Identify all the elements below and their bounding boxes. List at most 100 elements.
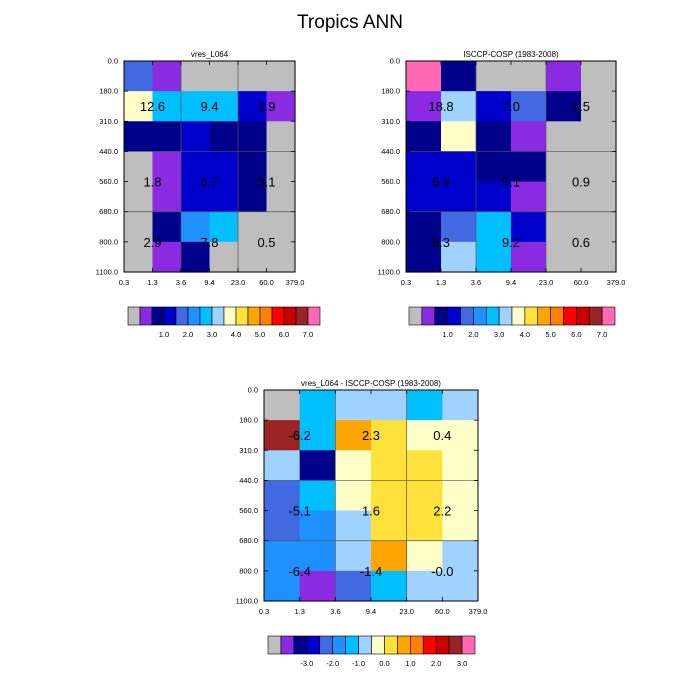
heatmap-cell — [264, 390, 301, 421]
heatmap-cell — [238, 91, 268, 122]
legend-swatch — [537, 306, 551, 326]
heatmap-cell — [371, 510, 408, 542]
legend-swatch — [473, 306, 487, 326]
data-label: -6.2 — [288, 428, 310, 443]
y-tick-label: 1100.0 — [236, 597, 258, 606]
heatmap-cell — [266, 241, 296, 273]
heatmap-cell — [238, 241, 268, 273]
heatmap-cell — [406, 61, 442, 92]
heatmap-cell — [181, 151, 211, 183]
legend-swatch — [371, 635, 385, 655]
heatmap-cell — [238, 61, 268, 92]
heatmap-cell — [476, 211, 512, 243]
heatmap-cell — [152, 151, 182, 183]
legend-swatch — [498, 306, 513, 326]
legend-swatch — [211, 306, 225, 326]
heatmap-cell — [371, 390, 408, 421]
y-tick-label: 0.0 — [108, 57, 118, 66]
data-label: 0.9 — [572, 175, 590, 190]
heatmap-cell — [441, 241, 477, 273]
heatmap-cell — [476, 91, 512, 122]
data-label: -0.0 — [431, 564, 453, 579]
heatmap-cell — [406, 420, 443, 451]
x-tick-label: 9.4 — [204, 278, 214, 287]
heatmap-cell — [442, 420, 479, 451]
data-label: 18.8 — [428, 99, 453, 114]
heatmap-cell — [371, 450, 408, 482]
heatmap-cell — [124, 241, 154, 273]
legend-label: -1.0 — [352, 659, 365, 668]
data-label: 2.3 — [362, 428, 380, 443]
x-tick-label: 379.0 — [469, 607, 488, 616]
heatmap-cell — [371, 420, 408, 451]
x-tick-label: 3.6 — [176, 278, 186, 287]
heatmap-cell — [266, 211, 296, 243]
legend-label: 2.0 — [431, 659, 441, 668]
heatmap-cell — [442, 480, 479, 512]
heatmap-cell — [124, 91, 154, 122]
heatmap-cell — [299, 480, 336, 512]
legend-swatch — [434, 306, 448, 326]
heatmap-cell — [511, 151, 547, 183]
heatmap-panel-2: ISCCP-COSP (1983-2008) 0.0 180.0 310.0 440.0… — [378, 50, 626, 339]
heatmap-cell — [209, 61, 239, 92]
heatmap-cell — [442, 570, 479, 602]
x-tick-label: 1.3 — [436, 278, 446, 287]
heatmap-cell — [181, 121, 211, 153]
legend-swatch — [563, 306, 577, 326]
panel-title: vres_L064 - ISCCP-COSP (1983-2008) — [301, 379, 441, 388]
heatmap-cell — [335, 450, 372, 482]
legend-swatch — [223, 306, 237, 326]
heatmap-cell — [406, 121, 442, 153]
data-label: 8.3 — [432, 235, 450, 250]
heatmap-cell — [442, 390, 479, 421]
heatmap-cell — [511, 181, 547, 213]
legend-swatch — [332, 635, 346, 655]
heatmap-cell — [406, 241, 442, 273]
heatmap-cell — [441, 61, 477, 92]
heatmap-cell — [181, 61, 211, 92]
data-label: 3.5 — [572, 99, 590, 114]
x-tick-label: 3.6 — [471, 278, 481, 287]
legend-swatch — [235, 306, 249, 326]
y-tick-label: 800.0 — [381, 237, 400, 246]
heatmap-panel-1: vres_L064 0.0 180.0 310.0 440.0 560.0 680.0 800… — [96, 50, 321, 339]
heatmap-cell — [406, 91, 442, 122]
y-tick-label: 310.0 — [239, 446, 258, 455]
data-label: 0.5 — [257, 235, 275, 250]
heatmap-cell — [335, 510, 372, 542]
y-tick-label: 1100.0 — [96, 268, 118, 277]
data-label: 0.6 — [572, 235, 590, 250]
x-tick-label: 60.0 — [435, 607, 450, 616]
heatmap-cell — [406, 181, 442, 213]
legend-label: 3.0 — [494, 330, 504, 339]
heatmap-cell — [476, 61, 512, 92]
heatmap-cell — [264, 420, 301, 451]
y-tick-label: 440.0 — [239, 476, 258, 485]
data-label: 7.0 — [502, 99, 520, 114]
heatmap-cell — [546, 91, 582, 122]
x-tick-label: 3.6 — [330, 607, 340, 616]
heatmap-cell — [406, 211, 442, 243]
heatmap-cell — [371, 480, 408, 512]
heatmap-cell — [124, 61, 154, 92]
heatmap-cell — [511, 61, 547, 92]
legend-swatch — [283, 306, 297, 326]
legend-label: 1.0 — [405, 659, 415, 668]
heatmap-cell — [442, 450, 479, 482]
legend-swatch — [259, 306, 273, 326]
legend-swatch — [271, 306, 285, 326]
heatmap-cell — [441, 91, 477, 122]
data-label: -1.4 — [360, 564, 382, 579]
data-label: 9.2 — [502, 235, 520, 250]
data-label: 3.1 — [257, 175, 275, 190]
legend-label: 4.0 — [231, 330, 241, 339]
heatmap-cell — [442, 540, 479, 572]
data-label: 9.4 — [200, 99, 218, 114]
legend-swatch — [199, 306, 213, 326]
x-tick-label: 9.4 — [366, 607, 376, 616]
heatmap-cell — [476, 181, 512, 213]
heatmap-cell — [124, 181, 154, 213]
legend-label: 3.0 — [457, 659, 467, 668]
